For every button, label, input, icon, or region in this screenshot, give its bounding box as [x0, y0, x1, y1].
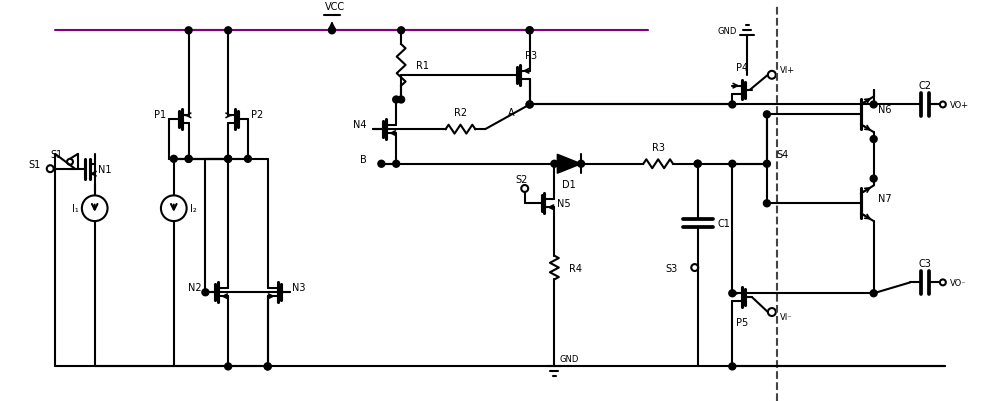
Text: R4: R4 [569, 263, 582, 273]
Text: S2: S2 [515, 174, 528, 184]
Text: D1: D1 [562, 179, 576, 189]
Circle shape [729, 363, 736, 370]
Text: GND: GND [559, 354, 579, 364]
Text: N2: N2 [188, 283, 201, 293]
Text: B: B [360, 154, 367, 164]
Circle shape [763, 161, 770, 168]
Circle shape [398, 28, 405, 34]
Circle shape [393, 97, 400, 104]
Circle shape [185, 28, 192, 34]
Circle shape [225, 156, 232, 163]
Text: S3: S3 [666, 263, 678, 273]
Circle shape [378, 161, 385, 168]
Circle shape [264, 363, 271, 370]
Text: S1: S1 [51, 150, 63, 160]
Circle shape [870, 102, 877, 109]
Text: I₁: I₁ [72, 204, 78, 214]
Circle shape [729, 102, 736, 109]
Text: R1: R1 [416, 61, 429, 71]
Text: P2: P2 [251, 110, 263, 120]
Circle shape [225, 28, 232, 34]
Circle shape [870, 290, 877, 297]
Circle shape [526, 102, 533, 109]
Text: C3: C3 [919, 258, 932, 268]
Text: A: A [508, 108, 515, 118]
Text: S4: S4 [777, 150, 789, 160]
Text: GND: GND [718, 27, 737, 36]
Text: C1: C1 [717, 219, 730, 229]
Text: VO+: VO+ [950, 101, 969, 109]
Text: N6: N6 [878, 105, 891, 115]
Circle shape [225, 156, 232, 163]
Text: P5: P5 [736, 317, 748, 327]
Circle shape [244, 156, 251, 163]
Text: R2: R2 [454, 108, 467, 118]
Text: VI+: VI+ [780, 66, 795, 75]
Circle shape [264, 363, 271, 370]
Circle shape [694, 161, 701, 168]
Circle shape [393, 161, 400, 168]
Circle shape [398, 97, 405, 104]
Circle shape [729, 290, 736, 297]
Circle shape [694, 161, 701, 168]
Circle shape [185, 156, 192, 163]
Circle shape [328, 28, 335, 34]
Text: P3: P3 [525, 51, 537, 61]
Circle shape [763, 200, 770, 207]
Circle shape [526, 28, 533, 34]
Circle shape [526, 28, 533, 34]
Circle shape [170, 156, 177, 163]
Text: VO⁻: VO⁻ [950, 278, 966, 287]
Circle shape [578, 161, 585, 168]
Circle shape [870, 136, 877, 143]
Text: N3: N3 [292, 283, 306, 293]
Text: I₂: I₂ [190, 204, 197, 214]
Polygon shape [557, 155, 581, 174]
Text: N7: N7 [878, 194, 891, 204]
Circle shape [870, 176, 877, 182]
Circle shape [202, 289, 209, 296]
Circle shape [185, 156, 192, 163]
Text: VCC: VCC [325, 2, 345, 12]
Text: N1: N1 [98, 164, 111, 174]
Text: S1: S1 [28, 159, 40, 169]
Circle shape [526, 102, 533, 109]
Circle shape [225, 363, 232, 370]
Circle shape [729, 161, 736, 168]
Text: C2: C2 [919, 81, 932, 90]
Text: N4: N4 [353, 120, 367, 130]
Text: P4: P4 [736, 63, 748, 73]
Circle shape [763, 111, 770, 118]
Text: N5: N5 [557, 199, 571, 209]
Circle shape [551, 161, 558, 168]
Text: P1: P1 [154, 110, 166, 120]
Text: R3: R3 [652, 142, 665, 152]
Text: VI⁻: VI⁻ [780, 313, 792, 322]
